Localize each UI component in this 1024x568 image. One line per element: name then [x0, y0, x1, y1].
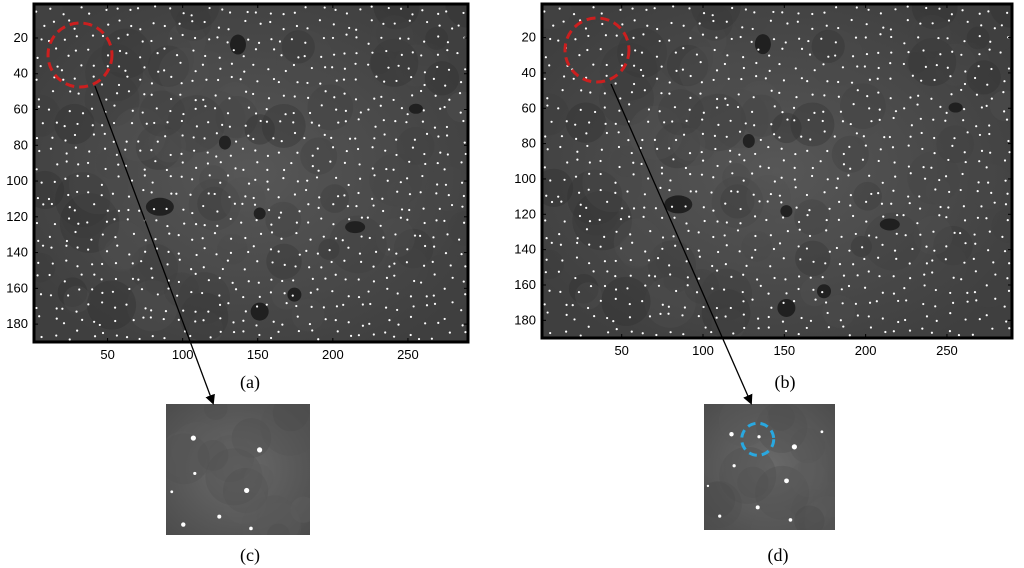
bright-spot [757, 435, 761, 439]
zoom-background [704, 404, 835, 530]
highlight-circle [740, 421, 776, 457]
y-tick-label: 40 [522, 65, 536, 80]
image-panel-a: 20 40 60 80 100 120 140 160 180 50 100 150 200 250 [0, 0, 512, 390]
y-tick-label: 140 [514, 242, 536, 257]
y-tick-label: 60 [14, 102, 28, 117]
microscopy-image [542, 4, 1012, 338]
bright-spot [257, 447, 263, 453]
y-tick-label: 100 [6, 173, 28, 188]
x-tick-label: 50 [614, 343, 628, 358]
y-tick-label: 180 [6, 316, 28, 331]
caption-a: (a) [240, 372, 260, 392]
bright-spot [788, 518, 793, 522]
zoom-d-image [704, 404, 835, 530]
bright-spot [217, 514, 222, 519]
bright-spot [784, 478, 789, 484]
x-tick-label: 50 [100, 347, 114, 362]
panel-b-plot: 20 40 60 80 100 120 140 160 180 50 100 150 200 250 [514, 2, 1014, 358]
roi-circle [46, 21, 114, 89]
y-tick-label: 180 [514, 312, 536, 327]
y-tick-label: 160 [514, 277, 536, 292]
x-tick-label: 100 [692, 343, 714, 358]
y-tick-label: 80 [522, 136, 536, 151]
y-tick-label: 40 [14, 66, 28, 81]
panel-a-plot: 20 40 60 80 100 120 140 160 180 50 100 150 200 250 [6, 2, 470, 362]
bright-spot [718, 514, 722, 518]
y-tick-label: 120 [514, 206, 536, 221]
zoom-inset-c [166, 404, 310, 535]
bright-spot [170, 490, 174, 494]
y-tick-label: 20 [522, 30, 536, 45]
x-tick-label: 200 [322, 347, 344, 362]
bright-spot [193, 471, 197, 476]
bright-spot [732, 464, 736, 468]
x-tick-label: 150 [247, 347, 269, 362]
x-tick-label: 250 [936, 343, 958, 358]
bright-spot [729, 432, 734, 437]
caption-b: (b) [774, 372, 796, 392]
y-tick-label: 80 [14, 137, 28, 152]
y-tick-label: 140 [6, 245, 28, 260]
x-tick-label: 150 [773, 343, 795, 358]
y-tick-label: 20 [14, 30, 28, 45]
y-tick-label: 60 [522, 100, 536, 115]
caption-c: (c) [240, 545, 260, 565]
y-tick-label: 120 [6, 209, 28, 224]
bright-spot [706, 484, 710, 488]
bright-spot [190, 435, 196, 441]
zoom-background [166, 404, 310, 535]
image-frame [540, 2, 1014, 340]
image-frame [32, 2, 470, 344]
bright-spot [820, 430, 824, 434]
zoom-c-image [166, 404, 310, 535]
bright-spot [791, 444, 797, 450]
x-tick-label: 100 [172, 347, 194, 362]
caption-d: (d) [767, 545, 789, 565]
bright-spot [181, 522, 186, 527]
microscopy-image [34, 4, 468, 342]
bright-spot [244, 487, 250, 494]
image-panel-b: 20 40 60 80 100 120 140 160 180 50 100 150 200 250 [512, 0, 1024, 390]
bright-spot [249, 526, 253, 531]
y-tick-label: 160 [6, 280, 28, 295]
y-tick-label: 100 [514, 171, 536, 186]
x-tick-label: 250 [397, 347, 419, 362]
x-tick-label: 200 [855, 343, 877, 358]
roi-circle [563, 16, 631, 84]
bright-spot [755, 505, 760, 510]
zoom-inset-d [704, 404, 835, 530]
